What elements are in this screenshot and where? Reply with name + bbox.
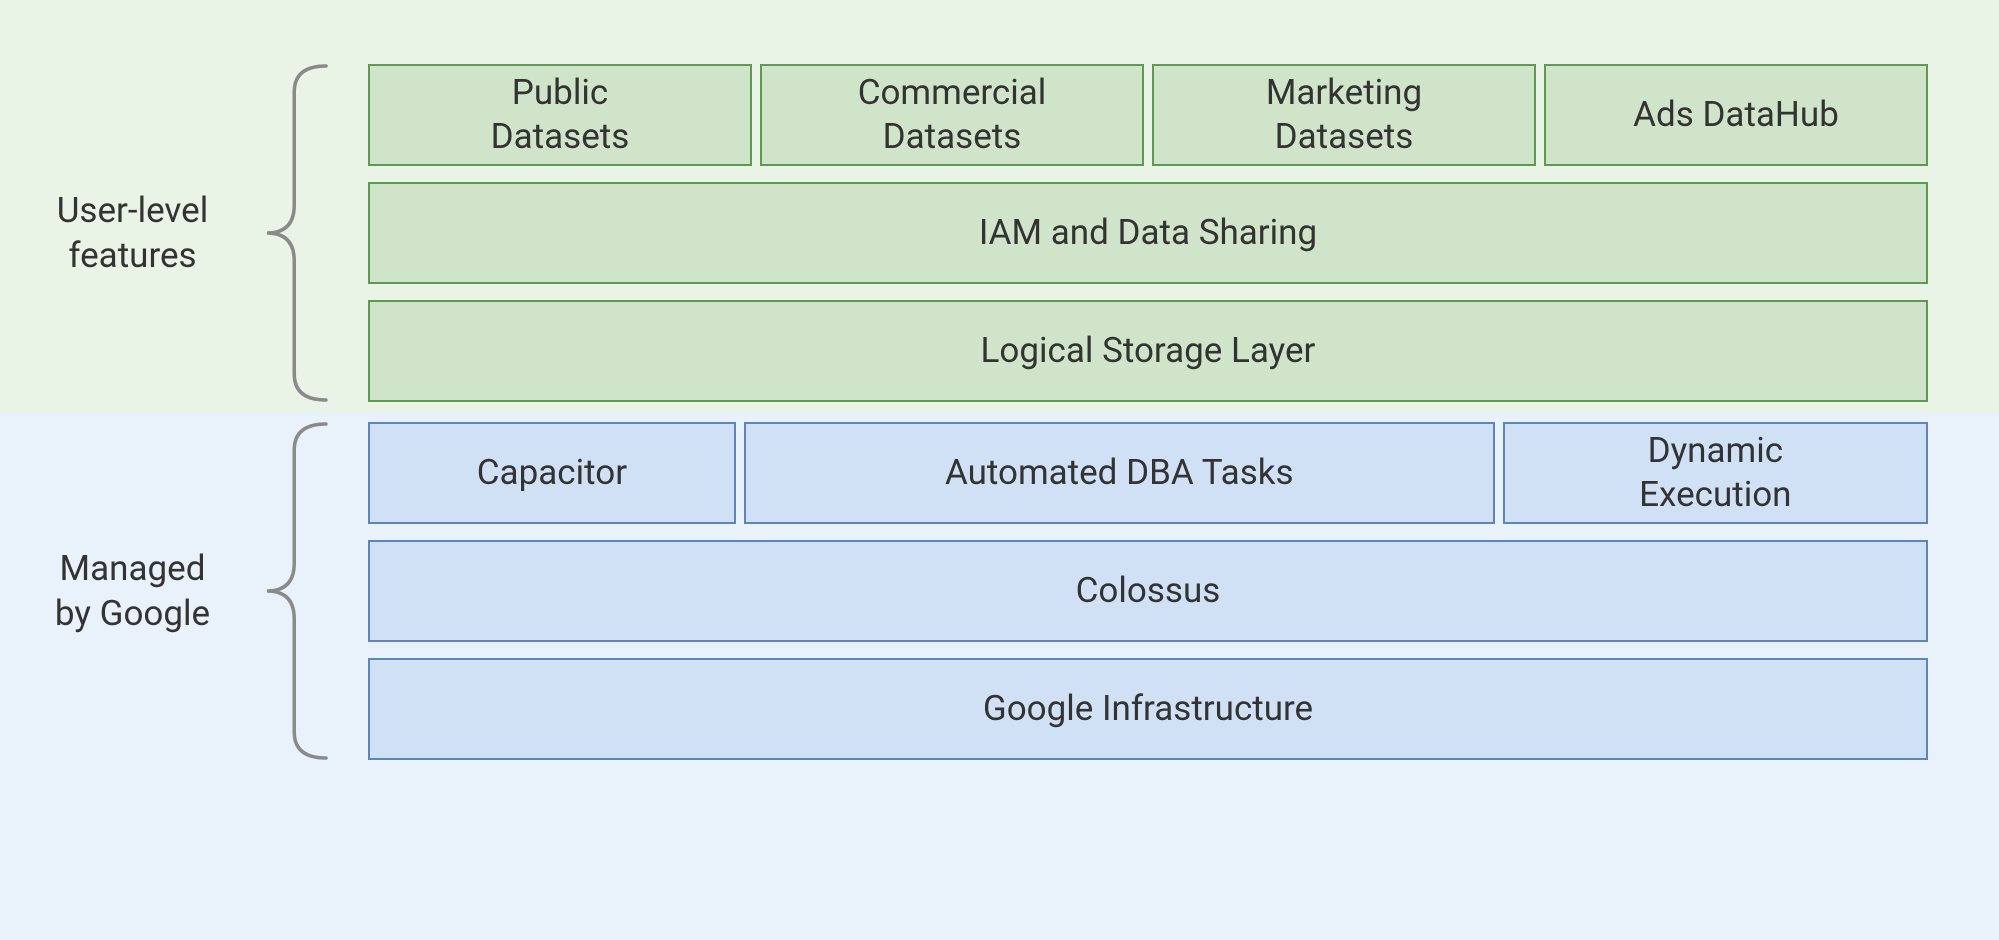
box-public-datasets: PublicDatasets [368, 64, 752, 166]
row-managed-1: Colossus [368, 540, 1928, 642]
box-marketing-datasets: MarketingDatasets [1152, 64, 1536, 166]
rows-user: PublicDatasetsCommercialDatasetsMarketin… [368, 64, 1928, 402]
box-iam-and-data-sharing: IAM and Data Sharing [368, 182, 1928, 284]
brace-user [265, 64, 330, 402]
box-google-infrastructure: Google Infrastructure [368, 658, 1928, 760]
box-dynamic-execution: DynamicExecution [1503, 422, 1928, 524]
row-user-2: Logical Storage Layer [368, 300, 1928, 402]
row-managed-0: CapacitorAutomated DBA TasksDynamicExecu… [368, 422, 1928, 524]
box-automated-dba-tasks: Automated DBA Tasks [744, 422, 1495, 524]
row-managed-2: Google Infrastructure [368, 658, 1928, 760]
box-logical-storage-layer: Logical Storage Layer [368, 300, 1928, 402]
rows-managed: CapacitorAutomated DBA TasksDynamicExecu… [368, 422, 1928, 760]
box-commercial-datasets: CommercialDatasets [760, 64, 1144, 166]
row-user-1: IAM and Data Sharing [368, 182, 1928, 284]
row-user-0: PublicDatasetsCommercialDatasetsMarketin… [368, 64, 1928, 166]
section-label-managed: Managedby Google [0, 422, 265, 760]
section-label-user: User-levelfeatures [0, 64, 265, 402]
box-colossus: Colossus [368, 540, 1928, 642]
section-user: User-levelfeatures PublicDatasetsCommerc… [0, 64, 1928, 402]
brace-managed [265, 422, 330, 760]
box-ads-datahub: Ads DataHub [1544, 64, 1928, 166]
box-capacitor: Capacitor [368, 422, 736, 524]
section-managed: Managedby Google CapacitorAutomated DBA … [0, 422, 1928, 760]
